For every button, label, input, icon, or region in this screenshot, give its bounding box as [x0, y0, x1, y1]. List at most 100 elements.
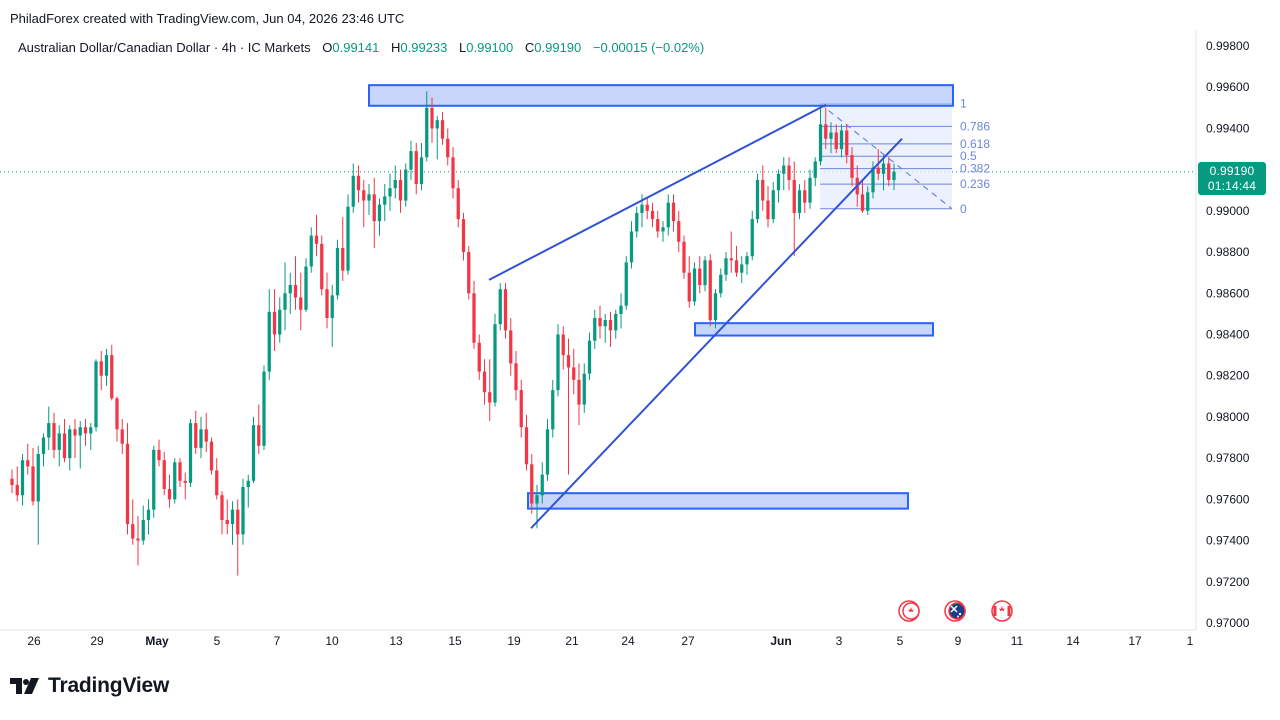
- time-tick-label: 29: [90, 634, 104, 648]
- candle-body: [614, 313, 618, 331]
- candle-body: [220, 495, 224, 520]
- candle-body: [20, 460, 25, 496]
- candle-body: [755, 179, 760, 220]
- candle-body: [587, 340, 592, 374]
- candle-body: [204, 429, 208, 442]
- trendline: [530, 138, 903, 529]
- candle-body: [83, 427, 88, 434]
- australia-flag-icon[interactable]: [944, 600, 966, 622]
- candle-body: [703, 260, 707, 286]
- price-tick-label: 0.98800: [1206, 245, 1250, 259]
- candle-body: [498, 289, 502, 325]
- candle-body: [404, 169, 408, 201]
- candle-body: [320, 243, 324, 290]
- candle-body: [640, 204, 644, 213]
- candle-body: [309, 235, 313, 267]
- candle-body: [215, 470, 219, 496]
- candle-body: [871, 167, 875, 193]
- candle-body: [104, 355, 109, 376]
- time-tick-label: Jun: [770, 634, 791, 648]
- candle-body: [881, 163, 886, 174]
- candle-body: [372, 194, 376, 222]
- candle-body: [729, 258, 733, 261]
- candle-body: [540, 474, 544, 496]
- candle-body: [120, 429, 124, 444]
- time-tick-label: 17: [1128, 634, 1142, 648]
- candle-body: [461, 219, 466, 253]
- candle-body: [776, 173, 781, 191]
- candle-body: [146, 509, 151, 520]
- candle-body: [283, 293, 287, 310]
- candle-body: [787, 165, 791, 180]
- candle-body: [31, 466, 35, 502]
- candle-body: [209, 441, 214, 471]
- candle-body: [624, 262, 628, 306]
- candle-body: [635, 212, 639, 232]
- candle-body: [771, 190, 775, 220]
- candle-body: [514, 363, 518, 391]
- last-price: 0.99190: [1209, 164, 1255, 178]
- candle-body: [157, 449, 161, 461]
- candle-body: [188, 423, 193, 483]
- low-label: L: [459, 40, 467, 55]
- price-axis[interactable]: 0.998000.996000.994000.992000.990000.988…: [1195, 30, 1250, 630]
- candle-body: [78, 427, 82, 436]
- price-tick-label: 0.99600: [1206, 80, 1250, 94]
- fib-level-label: 0.382: [960, 162, 990, 176]
- candle-body: [472, 293, 476, 343]
- time-axis[interactable]: 26 29 May 5 7 10 13 15 19 21 24 27 Jun 3 5 9 11 14 17 1: [0, 629, 1196, 648]
- candle-body: [503, 289, 508, 331]
- price-tick-label: 0.99000: [1206, 204, 1250, 218]
- last-price-tag: 0.99190 01:14:44: [1198, 162, 1266, 195]
- trendlines[interactable]: [488, 103, 903, 529]
- bar-countdown: 01:14:44: [1207, 179, 1257, 193]
- candle-body: [839, 130, 844, 150]
- candle-body: [325, 289, 329, 319]
- candle-body: [10, 478, 14, 485]
- candle-body: [152, 449, 156, 510]
- candle-body: [26, 460, 30, 467]
- symbol-name[interactable]: Australian Dollar/Canadian Dollar · 4h ·…: [18, 40, 311, 55]
- candle-body: [68, 429, 72, 459]
- candle-body: [572, 367, 576, 380]
- candle-body: [482, 371, 487, 393]
- candle-body: [199, 429, 203, 448]
- candle-body: [671, 202, 676, 222]
- symbol-legend[interactable]: Australian Dollar/Canadian Dollar · 4h ·…: [18, 40, 704, 55]
- canada-flag-icon-2[interactable]: [991, 600, 1013, 622]
- candle-body: [808, 177, 812, 203]
- candle-body: [173, 462, 177, 500]
- zones[interactable]: [368, 84, 954, 510]
- candle-body: [262, 371, 266, 446]
- candle-body: [845, 130, 849, 156]
- candle-body: [582, 373, 586, 405]
- canada-flag-icon[interactable]: [898, 600, 920, 622]
- fib-level-label: 0: [960, 202, 967, 216]
- candle-body: [493, 324, 497, 403]
- candle-body: [556, 334, 560, 391]
- candle-body: [750, 219, 754, 257]
- candle-body: [713, 293, 718, 321]
- tradingview-logo[interactable]: TradingView: [10, 672, 169, 700]
- time-tick-label: 15: [448, 634, 462, 648]
- candle-body: [314, 235, 319, 244]
- candle-body: [866, 192, 870, 211]
- candle-body: [719, 274, 723, 294]
- candle-body: [530, 464, 534, 504]
- candle-body: [682, 241, 686, 273]
- candle-body: [99, 361, 103, 376]
- change-value: −0.00015 (−0.02%): [592, 40, 705, 55]
- candle-body: [451, 157, 455, 189]
- candle-body: [430, 107, 434, 129]
- candle-body: [388, 188, 392, 197]
- time-tick-label: 1: [1187, 634, 1194, 648]
- candle-body: [62, 433, 67, 459]
- zone-demand: [527, 492, 909, 510]
- candle-body: [761, 179, 765, 201]
- time-tick-label: 26: [27, 634, 41, 648]
- candle-body: [708, 260, 712, 321]
- price-tick-label: 0.99800: [1206, 39, 1250, 53]
- candle-body: [834, 132, 838, 150]
- candle-body: [272, 311, 277, 335]
